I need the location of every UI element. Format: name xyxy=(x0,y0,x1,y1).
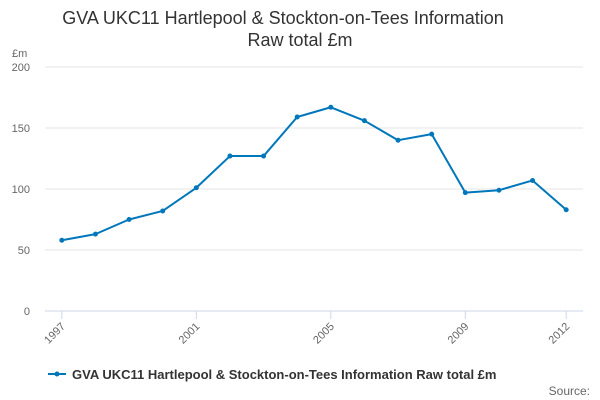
data-point[interactable] xyxy=(462,190,468,196)
data-point[interactable] xyxy=(92,231,98,237)
legend-point-marker xyxy=(54,371,60,377)
data-point[interactable] xyxy=(496,187,502,193)
y-tick-label: 200 xyxy=(12,62,30,74)
data-point[interactable] xyxy=(160,208,166,214)
x-axis: 1997 2001 2005 2009 2012 xyxy=(42,310,583,347)
data-point[interactable] xyxy=(126,217,132,222)
source-label: Source: xyxy=(549,384,590,398)
x-tick-label: 2001 xyxy=(177,321,203,347)
data-point[interactable] xyxy=(261,153,267,159)
data-point[interactable] xyxy=(227,153,233,159)
grid-lines xyxy=(45,66,583,251)
series-line xyxy=(61,106,567,242)
y-axis-unit: £m xyxy=(12,48,27,60)
data-point[interactable] xyxy=(361,118,367,124)
data-point[interactable] xyxy=(328,104,334,110)
series-group xyxy=(59,104,569,243)
data-point[interactable] xyxy=(395,137,401,143)
data-point[interactable] xyxy=(294,114,300,120)
data-point[interactable] xyxy=(59,237,65,243)
x-tick-label: 1997 xyxy=(42,321,68,347)
y-tick-label: 50 xyxy=(18,245,30,257)
y-axis-ticks: 0 50 100 150 200 xyxy=(12,62,30,318)
chart-subtitle: Raw total £m xyxy=(247,30,352,50)
data-point[interactable] xyxy=(193,185,199,191)
data-point[interactable] xyxy=(563,207,569,213)
legend-label: GVA UKC11 Hartlepool & Stockton-on-Tees … xyxy=(72,367,496,382)
x-tick-label: 2012 xyxy=(547,321,573,347)
chart-title: GVA UKC11 Hartlepool & Stockton-on-Tees … xyxy=(62,8,504,28)
x-tick-label: 2009 xyxy=(446,321,472,347)
legend[interactable]: GVA UKC11 Hartlepool & Stockton-on-Tees … xyxy=(48,367,496,382)
x-tick-label: 2005 xyxy=(311,321,337,347)
y-tick-label: 150 xyxy=(12,123,30,135)
data-point[interactable] xyxy=(530,177,536,183)
y-tick-label: 0 xyxy=(24,306,30,318)
data-point[interactable] xyxy=(429,131,435,137)
y-tick-label: 100 xyxy=(12,184,30,196)
